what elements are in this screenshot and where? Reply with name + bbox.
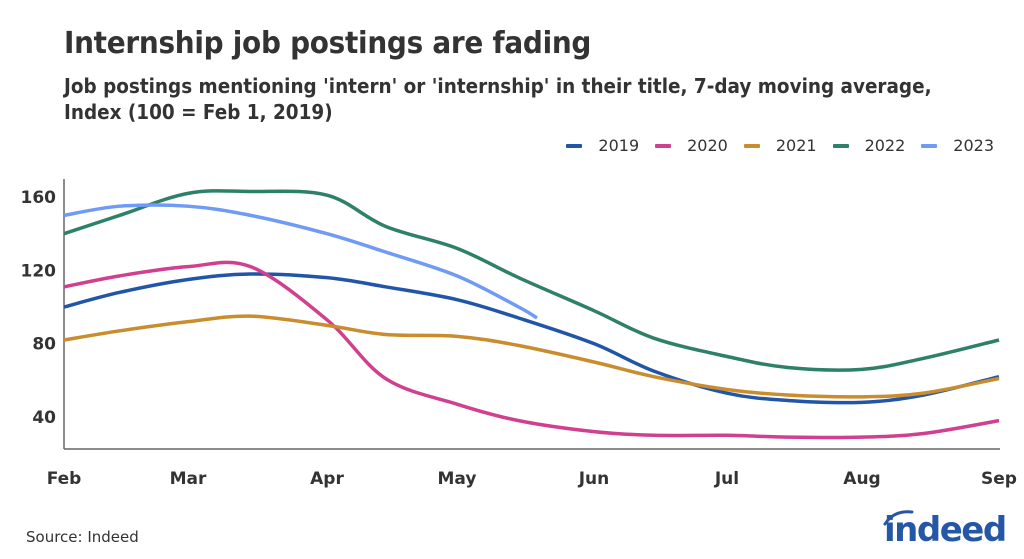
legend-item-2022: 2022 [832,136,906,155]
series-lines [63,189,1000,440]
y-tick-label: 160 [21,188,57,208]
logo-text: indeed [884,510,1007,550]
legend-swatch-icon [566,143,583,148]
series-line-2021 [63,314,1000,399]
x-tick-label: Jul [714,469,739,489]
logo-arc-icon [883,510,914,526]
series-line-2023 [63,203,538,320]
series-line-2022 [63,189,1000,372]
series-line-2020 [63,260,1000,440]
legend-item-2023: 2023 [921,136,994,155]
line-chart: 160 120 80 40 Feb Mar Apr May Jun Jul Aug Sep [21,179,1017,489]
legend-item-2021: 2021 [743,136,817,155]
legend-swatch-icon [743,143,760,148]
legend-label: 2019 [598,136,640,155]
legend-label: 2023 [953,136,994,155]
y-tick-label: 40 [32,408,56,428]
x-tick-label: May [438,469,477,489]
y-tick-label: 80 [32,335,56,355]
legend-swatch-icon [655,143,672,148]
series-line-2019 [63,272,1000,405]
x-tick-label: Sep [981,469,1017,489]
legend-label: 2022 [864,136,906,155]
x-axis-ticks: Feb Mar Apr May Jun Jul Aug Sep [47,469,1017,489]
x-tick-label: Aug [843,469,880,489]
x-tick-label: Mar [170,469,207,489]
y-tick-label: 120 [21,261,57,281]
axes [63,179,1000,450]
y-axis-ticks: 160 120 80 40 [21,188,57,428]
legend-swatch-icon [832,143,849,148]
chart-legend: 2019 2020 2021 2022 2023 [550,136,994,155]
legend-label: 2020 [687,136,728,155]
legend-swatch-icon [921,143,938,148]
x-tick-label: Jun [578,469,610,489]
chart-subtitle: Job postings mentioning 'intern' or 'int… [64,74,932,124]
source-note: Source: Indeed [26,528,139,546]
x-tick-label: Apr [310,469,344,489]
legend-item-2020: 2020 [655,136,728,155]
x-tick-label: Feb [47,469,82,489]
chart-title: Internship job postings are fading [64,26,592,61]
indeed-logo: indeed [878,510,1008,550]
legend-label: 2021 [775,136,817,155]
legend-item-2019: 2019 [566,136,639,155]
